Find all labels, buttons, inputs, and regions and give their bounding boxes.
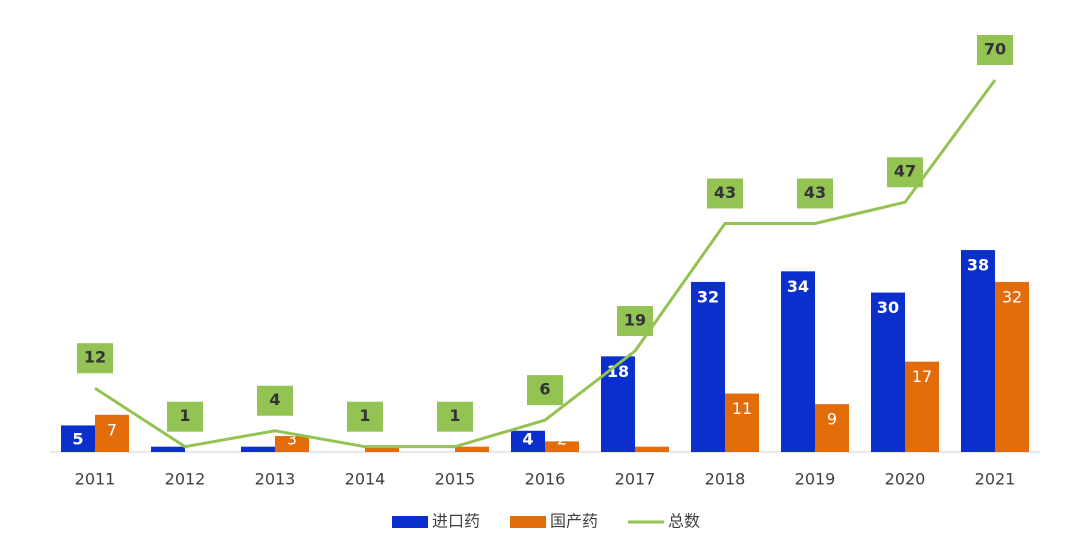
bar-value-label: 9: [827, 410, 837, 429]
line-label-box: [707, 178, 743, 209]
line-value-label: 6: [539, 380, 550, 399]
line-label-box: [437, 401, 473, 432]
bar-value-label: 38: [967, 256, 989, 275]
legend-swatch: [392, 516, 428, 528]
bar-value-label: 4: [522, 430, 533, 449]
bar: [95, 414, 129, 452]
bar: [781, 271, 815, 452]
bar: [815, 404, 849, 452]
x-tick-label: 2020: [885, 470, 926, 489]
bar-value-label: 1: [377, 430, 387, 449]
x-tick-label: 2019: [795, 470, 836, 489]
x-tick-label: 2021: [975, 470, 1016, 489]
bar: [635, 446, 669, 452]
x-tick-label: 2018: [705, 470, 746, 489]
bar-value-label: 17: [912, 367, 932, 386]
x-tick-label: 2015: [435, 470, 476, 489]
line-value-label: 43: [714, 183, 736, 202]
line-label-box: [527, 375, 563, 406]
bar: [961, 250, 995, 452]
bar: [725, 393, 759, 452]
bar: [241, 446, 275, 452]
bar: [871, 292, 905, 452]
line-value-label: 47: [894, 162, 916, 181]
bar: [691, 281, 725, 452]
line-label-box: [617, 306, 653, 337]
bar-value-label: 5: [72, 430, 83, 449]
line-label-box: [77, 343, 113, 374]
line-value-label: 1: [449, 406, 460, 425]
x-tick-label: 2012: [165, 470, 206, 489]
line-value-label: 1: [179, 406, 190, 425]
bar: [511, 430, 545, 452]
line-label-box: [167, 401, 203, 432]
x-tick-label: 2017: [615, 470, 656, 489]
bar-value-label: 11: [732, 399, 752, 418]
bar-value-label: 1: [647, 430, 657, 449]
line-label-box: [977, 35, 1013, 65]
legend-label: 总数: [668, 512, 700, 531]
bar-value-label: 1: [162, 430, 173, 449]
legend-label: 国产药: [550, 512, 598, 531]
bar-value-label: 30: [877, 298, 899, 317]
line: [94, 79, 997, 449]
bar-value-label: 3: [287, 430, 297, 449]
line-label-box: [347, 401, 383, 432]
legend-label: 进口药: [432, 512, 480, 531]
bar: [151, 446, 185, 452]
bar: [275, 436, 309, 452]
bar-value-label: 1: [252, 430, 263, 449]
bar-value-label: 1: [467, 430, 477, 449]
line-label-box: [257, 385, 293, 416]
bar: [61, 425, 95, 452]
bar: [905, 361, 939, 452]
bar: [455, 446, 489, 452]
bar: [995, 281, 1029, 452]
x-tick-label: 2016: [525, 470, 566, 489]
x-tick-label: 2013: [255, 470, 296, 489]
line-label-box: [797, 178, 833, 209]
bar-value-label: 2: [557, 430, 567, 449]
line-value-label: 70: [984, 40, 1006, 59]
x-tick-label: 2014: [345, 470, 386, 489]
bar-value-label: 32: [1002, 287, 1022, 306]
line-value-label: 12: [84, 348, 106, 367]
legend-swatch: [510, 516, 547, 528]
line-label-box: [887, 157, 923, 188]
line-value-label: 43: [804, 183, 826, 202]
line-value-label: 19: [624, 311, 646, 330]
x-tick-label: 2011: [75, 470, 116, 489]
line-value-label: 1: [359, 406, 370, 425]
bar: [365, 446, 399, 452]
bar-value-label: 7: [107, 420, 117, 439]
bar: [545, 441, 579, 452]
bar-value-label: 34: [787, 277, 809, 296]
bar-value-label: 32: [697, 287, 719, 306]
line-value-label: 4: [269, 390, 280, 409]
